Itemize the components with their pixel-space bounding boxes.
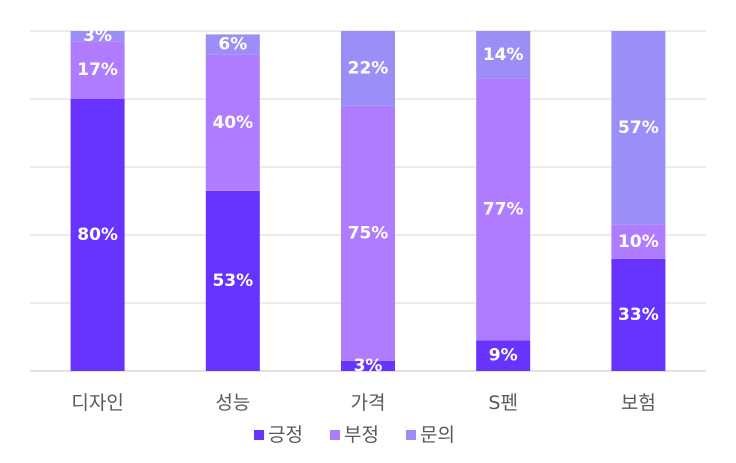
x-tick-label: 가격 <box>351 392 386 414</box>
bar-segment-긍정 <box>476 340 531 371</box>
data-label: 17% <box>77 60 118 80</box>
data-label: 57% <box>618 118 659 138</box>
data-label: 22% <box>348 58 389 78</box>
x-tick-label: 성능 <box>215 392 250 414</box>
bar-segment-긍정 <box>205 190 260 371</box>
bar-segment-부정 <box>205 54 260 191</box>
x-tick-label: 보험 <box>621 392 656 414</box>
bar-segment-문의 <box>476 31 531 79</box>
bar-segment-긍정 <box>70 99 125 371</box>
data-label: 3% <box>83 26 112 46</box>
data-label: 33% <box>618 305 659 325</box>
x-tick-label: S펜 <box>488 392 518 414</box>
legend-label: 부정 <box>344 424 379 446</box>
legend-swatch <box>406 430 416 440</box>
x-tick-label: 디자인 <box>71 392 123 414</box>
bar-segment-부정 <box>476 78 531 341</box>
data-label: 9% <box>489 346 518 366</box>
legend-swatch <box>254 430 264 440</box>
data-label: 40% <box>212 113 253 133</box>
bar-segment-문의 <box>205 34 260 55</box>
bar-segment-부정 <box>70 41 125 99</box>
data-label: 77% <box>483 200 524 220</box>
data-label: 80% <box>77 225 118 245</box>
bar-segment-긍정 <box>341 360 395 371</box>
bar-segment-문의 <box>70 31 125 42</box>
bar-segment-문의 <box>611 31 666 225</box>
data-label: 3% <box>354 356 383 376</box>
data-label: 75% <box>348 223 389 243</box>
legend-label: 긍정 <box>268 424 303 446</box>
bar-segment-긍정 <box>611 258 666 371</box>
bar-segment-부정 <box>341 105 395 361</box>
data-label: 6% <box>218 35 247 55</box>
bar-segment-부정 <box>611 224 666 259</box>
legend-label: 문의 <box>420 424 455 446</box>
legend-swatch <box>330 430 340 440</box>
data-label: 10% <box>618 232 659 252</box>
data-label: 14% <box>483 45 524 65</box>
data-label: 53% <box>212 271 253 291</box>
bar-segment-문의 <box>341 31 395 106</box>
